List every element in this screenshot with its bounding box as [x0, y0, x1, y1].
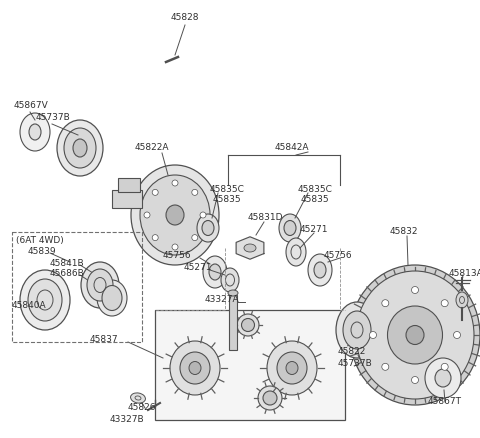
Ellipse shape [343, 311, 371, 349]
Ellipse shape [308, 254, 332, 286]
Ellipse shape [286, 361, 298, 374]
Text: 45828: 45828 [171, 14, 199, 22]
Text: 45737B: 45737B [338, 358, 373, 367]
Ellipse shape [97, 280, 127, 316]
Ellipse shape [192, 235, 198, 240]
Bar [118, 178, 140, 192]
Ellipse shape [102, 286, 122, 311]
Ellipse shape [454, 332, 460, 339]
Text: 45839: 45839 [28, 247, 57, 257]
Text: (6AT 4WD): (6AT 4WD) [16, 236, 64, 244]
Text: 45840A: 45840A [12, 300, 47, 310]
Ellipse shape [131, 165, 219, 265]
Text: 45686B: 45686B [50, 269, 85, 279]
Ellipse shape [64, 128, 96, 168]
Ellipse shape [241, 318, 254, 332]
Ellipse shape [131, 393, 145, 403]
Ellipse shape [189, 361, 201, 374]
Text: 45835C: 45835C [210, 186, 245, 194]
Text: 43327A: 43327A [205, 296, 240, 304]
Ellipse shape [29, 124, 41, 140]
Ellipse shape [20, 270, 70, 330]
Ellipse shape [263, 391, 277, 405]
Ellipse shape [200, 212, 206, 218]
Text: 45271: 45271 [184, 264, 213, 272]
Ellipse shape [172, 180, 178, 186]
Text: 45835: 45835 [301, 195, 330, 205]
Ellipse shape [152, 189, 158, 195]
Ellipse shape [152, 235, 158, 240]
Text: 45756: 45756 [163, 251, 192, 259]
Text: 45813A: 45813A [449, 268, 480, 278]
Ellipse shape [356, 271, 474, 399]
Ellipse shape [314, 262, 326, 278]
Ellipse shape [277, 352, 307, 384]
Ellipse shape [387, 306, 443, 364]
Ellipse shape [258, 386, 282, 410]
Ellipse shape [435, 369, 451, 387]
Ellipse shape [441, 363, 448, 370]
Text: 45271: 45271 [300, 226, 328, 234]
Ellipse shape [411, 286, 419, 293]
Ellipse shape [180, 352, 210, 384]
Text: 45737B: 45737B [36, 113, 71, 123]
Text: 45837: 45837 [90, 336, 119, 345]
Ellipse shape [172, 244, 178, 250]
Ellipse shape [406, 325, 424, 345]
Text: 45867T: 45867T [428, 398, 462, 406]
Text: 45832: 45832 [390, 227, 419, 237]
Polygon shape [236, 237, 264, 259]
Ellipse shape [209, 264, 221, 280]
Ellipse shape [284, 220, 296, 236]
Ellipse shape [28, 279, 62, 321]
Bar [12, 232, 142, 342]
Ellipse shape [411, 377, 419, 384]
Text: 45822: 45822 [338, 347, 366, 357]
Text: 45835C: 45835C [298, 186, 333, 194]
Ellipse shape [425, 358, 461, 398]
Ellipse shape [81, 262, 119, 308]
Ellipse shape [140, 175, 210, 255]
Bar [112, 190, 142, 208]
Ellipse shape [336, 302, 378, 358]
Ellipse shape [244, 244, 256, 252]
Ellipse shape [203, 256, 227, 288]
Ellipse shape [57, 120, 103, 176]
Ellipse shape [87, 269, 113, 301]
Ellipse shape [197, 214, 219, 242]
Ellipse shape [267, 341, 317, 395]
Bar [155, 310, 345, 420]
Text: 45822A: 45822A [135, 144, 169, 152]
Ellipse shape [286, 238, 306, 266]
Ellipse shape [228, 290, 238, 296]
Text: 45841B: 45841B [50, 258, 84, 268]
Text: 45835: 45835 [213, 195, 241, 205]
Ellipse shape [237, 314, 259, 336]
Ellipse shape [456, 292, 468, 308]
Ellipse shape [279, 214, 301, 242]
Text: 43327B: 43327B [110, 416, 144, 424]
Text: 45842A: 45842A [275, 144, 310, 152]
Ellipse shape [350, 265, 480, 405]
Ellipse shape [166, 205, 184, 225]
Ellipse shape [382, 300, 389, 307]
Ellipse shape [73, 139, 87, 157]
Text: 45826: 45826 [128, 403, 156, 413]
Ellipse shape [221, 268, 239, 292]
Ellipse shape [20, 113, 50, 151]
Ellipse shape [170, 341, 220, 395]
Ellipse shape [144, 212, 150, 218]
Ellipse shape [370, 332, 376, 339]
Ellipse shape [202, 220, 214, 236]
Text: 45831D: 45831D [248, 213, 284, 223]
Ellipse shape [441, 300, 448, 307]
Ellipse shape [192, 189, 198, 195]
Text: 45756: 45756 [324, 251, 353, 259]
Text: 45867V: 45867V [14, 100, 49, 110]
Bar [229, 295, 237, 350]
Ellipse shape [382, 363, 389, 370]
